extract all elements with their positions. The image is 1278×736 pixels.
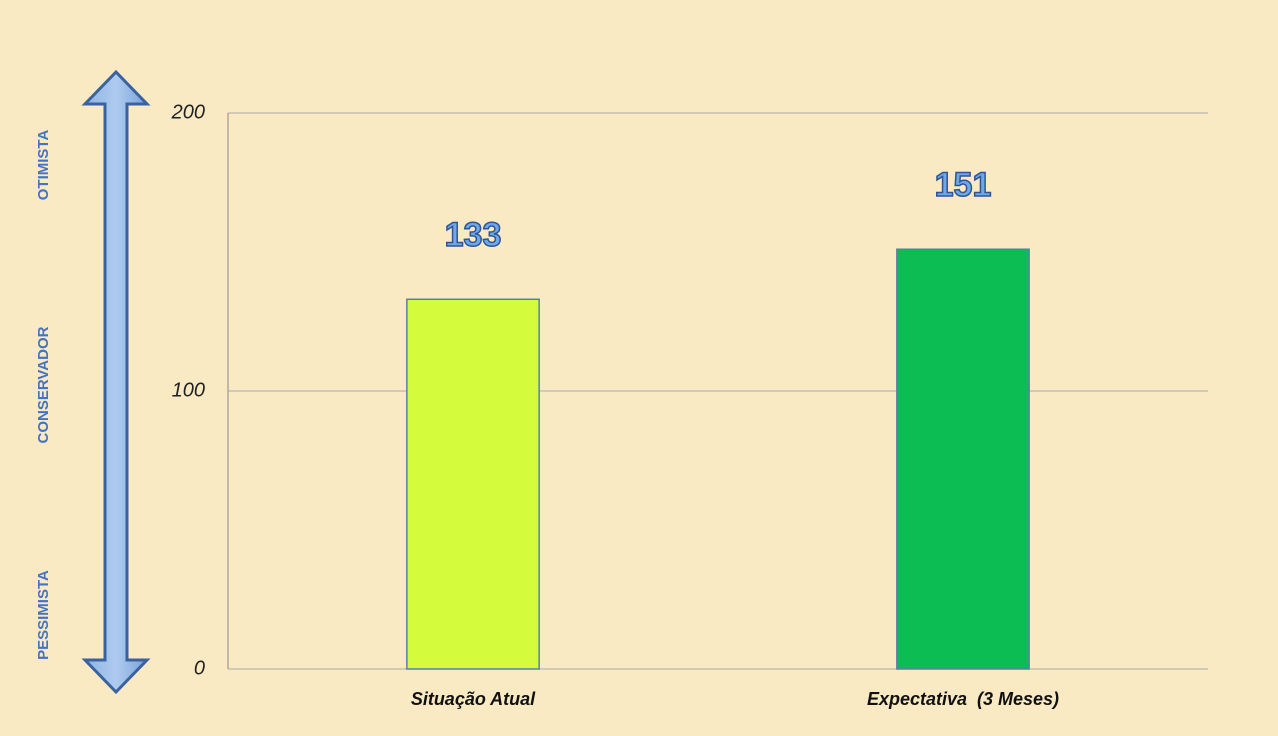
value-label: 151: [935, 166, 992, 204]
y-tick-label: 0: [194, 657, 205, 679]
x-tick-label: Expectativa (3 Meses): [867, 689, 1059, 709]
bar: [406, 298, 540, 670]
bar: [896, 248, 1030, 670]
side-label: CONSERVADOR: [35, 326, 52, 443]
side-label: PESSIMISTA: [35, 570, 52, 660]
value-label: 133: [445, 216, 502, 254]
side-label: OTIMISTA: [35, 130, 52, 201]
scale-arrow: [81, 69, 151, 695]
x-tick-label: Situação Atual: [411, 689, 536, 709]
y-tick-label: 200: [171, 101, 205, 123]
y-tick-label: 100: [172, 379, 205, 401]
